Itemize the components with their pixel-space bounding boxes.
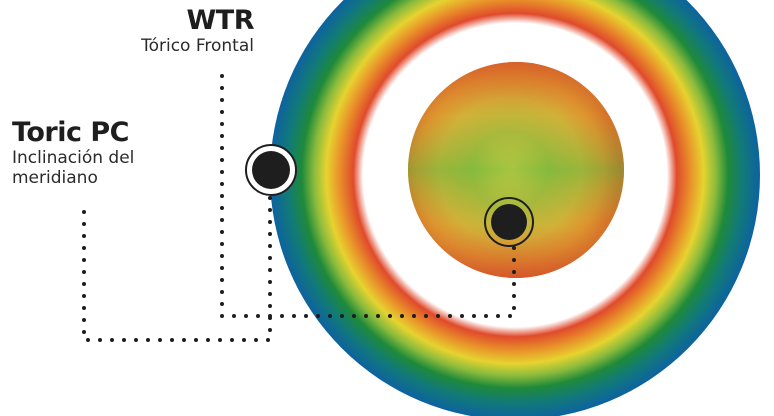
toric-pc-subtitle-line2: meridiano	[12, 168, 98, 188]
toric-pc-subtitle-line1: Inclinación del	[12, 148, 135, 168]
wtr-subtitle: Tórico Frontal	[141, 36, 254, 56]
wtr-title: WTR	[186, 5, 255, 36]
inner-sphere	[408, 62, 624, 278]
wtr-leader-line	[220, 74, 516, 318]
leader-lines	[82, 74, 516, 342]
toric-leader-line	[82, 184, 272, 342]
toric-pc-label: Toric PC Inclinación del meridiano	[12, 117, 212, 189]
toric-pc-marker	[245, 144, 297, 196]
wtr-marker	[484, 197, 534, 247]
wtr-label: WTR Tórico Frontal	[84, 5, 255, 57]
toric-pc-title: Toric PC	[12, 117, 129, 148]
